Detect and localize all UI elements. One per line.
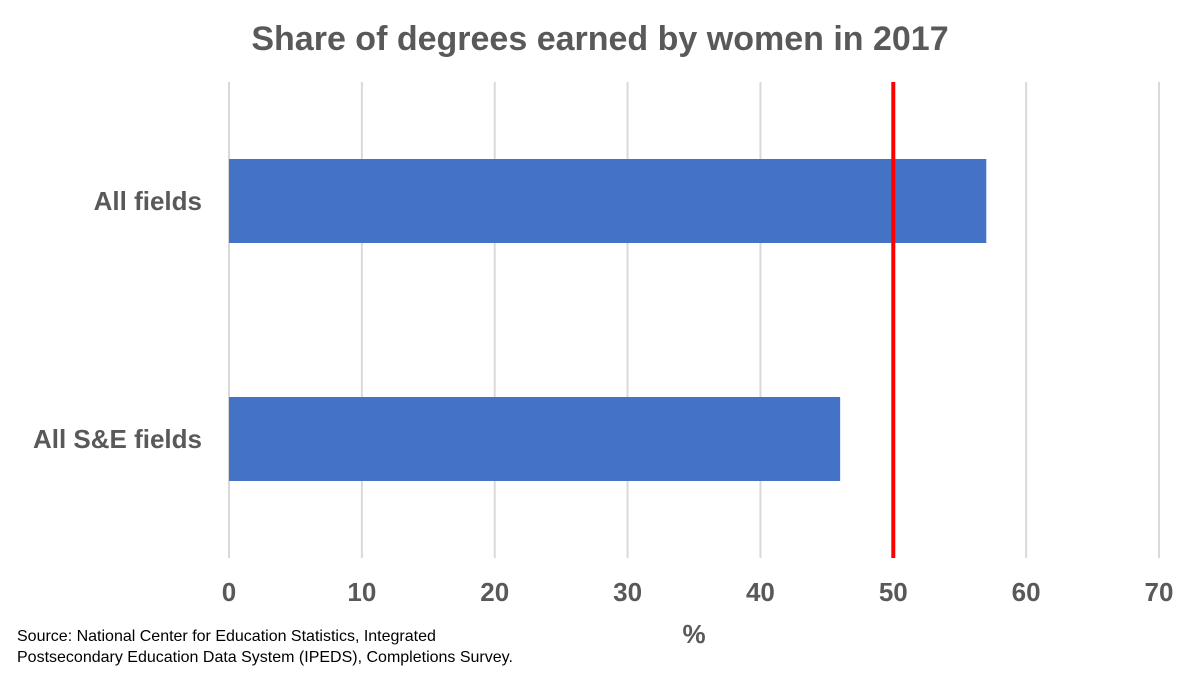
gridlines	[228, 82, 1160, 558]
x-tick-label: 50	[879, 577, 908, 607]
category-labels: All fields All S&E fields	[33, 186, 202, 454]
x-tick-label: 10	[347, 577, 376, 607]
source-line-1: Source: National Center for Education St…	[17, 628, 436, 645]
category-label: All fields	[94, 186, 202, 216]
chart-title: Share of degrees earned by women in 2017	[251, 20, 948, 58]
x-tick-label: 60	[1012, 577, 1041, 607]
x-tick-label: 40	[746, 577, 775, 607]
source-note: Source: National Center for Education St…	[17, 626, 577, 668]
x-tick-labels: 0 10 20 30 40 50 60 70	[222, 577, 1174, 607]
source-line-2: Postsecondary Education Data System (IPE…	[17, 649, 513, 666]
bar	[229, 159, 987, 243]
category-label: All S&E fields	[33, 424, 202, 454]
x-tick-label: 0	[222, 577, 236, 607]
x-tick-label: 30	[613, 577, 642, 607]
x-axis-label: %	[682, 619, 705, 649]
bars	[229, 159, 987, 481]
x-tick-label: 20	[480, 577, 509, 607]
x-tick-label: 70	[1145, 577, 1174, 607]
bar	[229, 397, 841, 481]
